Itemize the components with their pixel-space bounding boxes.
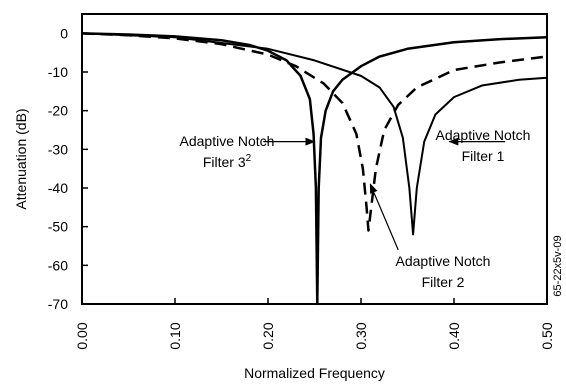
figure-code: 65-22x5v-09	[552, 235, 564, 296]
svg-text:Filter 32: Filter 32	[203, 153, 252, 170]
svg-text:Filter 2: Filter 2	[422, 274, 465, 290]
series-2-line	[81, 32, 548, 232]
plot-frame	[81, 13, 548, 305]
x-tick-label: 0.10	[167, 322, 183, 349]
y-tick-label: -40	[48, 180, 68, 196]
annotation-layer: Adaptive Notch Filter 32 Adaptive Notch Fil…	[180, 127, 531, 290]
ticks-layer: 0 -10 -20 -30 -40 -50 -60 -70 0.00 0.10 0.20 0.30 0.…	[48, 25, 555, 349]
x-tick-label: 0.50	[539, 322, 555, 349]
svg-text:Adaptive Notch: Adaptive Notch	[436, 127, 531, 143]
x-axis-title: Normalized Frequency	[244, 365, 385, 381]
y-tick-label: -10	[48, 64, 68, 80]
y-tick-label: 0	[60, 25, 68, 41]
anf3-label: Adaptive Notch Filter 32	[180, 133, 275, 170]
svg-text:Adaptive Notch: Adaptive Notch	[396, 253, 491, 269]
y-tick-label: -30	[48, 141, 68, 157]
series-3-line	[81, 32, 548, 236]
x-tick-label: 0.30	[353, 322, 369, 349]
anf2-label: Adaptive Notch Filter 2	[396, 253, 491, 290]
anf1-label: Adaptive Notch Filter 1	[436, 127, 531, 164]
x-tick-label: 0.20	[260, 322, 276, 349]
x-tick-label: 0.40	[446, 322, 462, 349]
anf2-leader	[369, 183, 399, 251]
y-axis-title: Attenuation (dB)	[13, 108, 29, 209]
y-tick-label: -60	[48, 257, 68, 273]
y-tick-label: -50	[48, 219, 68, 235]
y-tick-label: -20	[48, 103, 68, 119]
y-tick-label: -70	[48, 296, 68, 312]
x-tick-label: 0.00	[74, 322, 90, 349]
svg-text:Filter 1: Filter 1	[462, 148, 505, 164]
svg-text:Adaptive Notch: Adaptive Notch	[180, 133, 275, 149]
